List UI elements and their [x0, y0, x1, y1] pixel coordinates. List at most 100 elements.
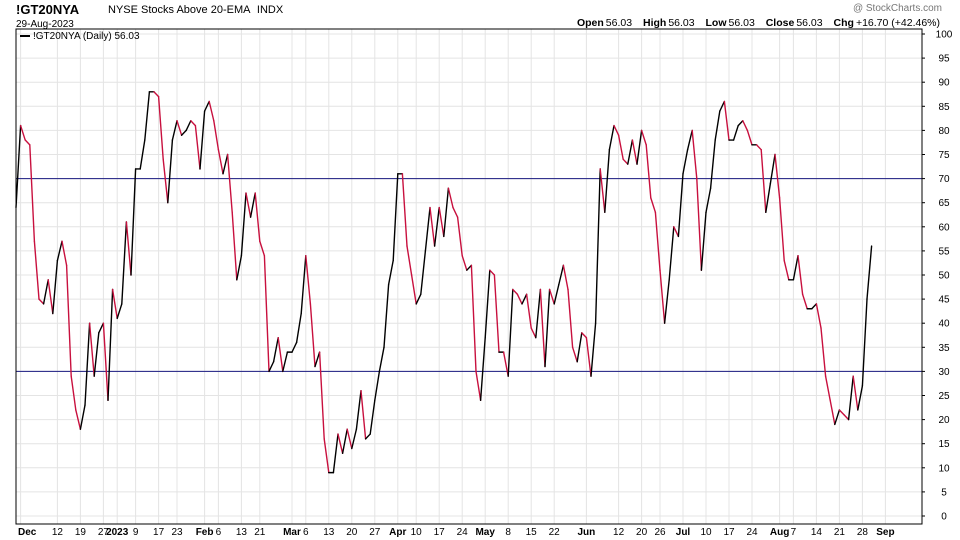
series-segment: [203, 100, 210, 112]
series-segment: [29, 144, 36, 242]
series-segment: [107, 288, 114, 402]
series-segment: [291, 341, 298, 353]
series-segment: [84, 322, 91, 406]
series-segment: [700, 211, 707, 271]
series-segment: [668, 226, 675, 281]
series-segment: [539, 288, 546, 368]
series-segment: [576, 332, 583, 363]
series-segment: [300, 255, 307, 315]
x-tick-label: 12: [613, 527, 625, 538]
open-value: 56.03: [605, 17, 633, 29]
y-tick-label: 85: [938, 102, 950, 113]
series-segment: [719, 100, 726, 112]
y-axis: 0 5 10 15 20 25 30 35 40 45 50 55 60 65 70 75 80 85 90 95 10…: [922, 30, 953, 523]
series-segment: [447, 187, 454, 209]
series-segment: [640, 129, 647, 146]
y-tick-label: 40: [938, 319, 950, 330]
y-tick-label: 10: [938, 463, 950, 474]
series-segment: [305, 255, 312, 305]
x-tick-label: 17: [434, 527, 446, 538]
series-segment: [75, 409, 82, 430]
x-tick-label: 6: [303, 527, 309, 538]
series-segment: [797, 255, 804, 295]
series-segment: [604, 148, 611, 214]
series-segment: [677, 173, 684, 238]
series-segment: [139, 139, 146, 170]
series-segment: [360, 389, 367, 440]
series-segment: [663, 279, 670, 324]
x-tick-label: 13: [323, 527, 335, 538]
series-segment: [249, 192, 256, 218]
series-segment: [222, 153, 229, 175]
series-segment: [774, 153, 781, 199]
symbol-title[interactable]: !GT20NYA: [16, 2, 80, 17]
x-tick-label: Sep: [876, 527, 894, 538]
high-label: High: [642, 17, 667, 29]
ohlc-readout: Open 56.03 High 56.03 Low 56.03 Close 56.03 …: [569, 17, 940, 29]
series-segment: [121, 221, 128, 305]
series-segment: [79, 404, 86, 430]
chart-header: !GT20NYA NYSE Stocks Above 20-EMA INDX 2…: [16, 2, 944, 34]
x-tick-label: 2023: [106, 527, 129, 538]
series-segment: [590, 322, 597, 377]
series-segment: [98, 322, 105, 334]
series-segment: [778, 197, 785, 262]
exchange-text: INDX: [256, 4, 284, 16]
x-tick-label: 12: [52, 527, 64, 538]
series-segment: [760, 148, 767, 214]
series-segment: [346, 428, 353, 450]
series-segment: [337, 433, 344, 455]
series-segment: [401, 173, 408, 247]
high-value: 56.03: [668, 17, 695, 29]
series-segment: [834, 409, 841, 426]
series-segment: [553, 283, 560, 305]
y-tick-label: 65: [938, 198, 950, 209]
series-segment: [599, 168, 606, 214]
series-segment: [245, 192, 252, 218]
series-segment: [512, 288, 519, 295]
series-segment: [374, 370, 381, 402]
x-tick-label: 20: [346, 527, 358, 538]
series-segment: [548, 288, 555, 305]
series-segment: [461, 255, 468, 271]
series-segment: [314, 351, 321, 368]
grid-lines: [16, 29, 922, 524]
x-tick-label: 15: [526, 527, 538, 538]
chart-date: 29-Aug-2023: [16, 19, 74, 30]
series-segment: [56, 240, 63, 262]
series-segment: [176, 120, 183, 136]
legend: !GT20NYA (Daily) 56.03: [20, 31, 140, 42]
series-segment: [530, 327, 537, 339]
series-segment: [843, 414, 850, 421]
series-segment: [190, 120, 197, 127]
series-segment: [645, 144, 652, 199]
y-tick-label: 50: [938, 271, 950, 282]
x-tick-label: 17: [723, 527, 735, 538]
series-segment: [535, 288, 542, 339]
close-label: Close: [765, 17, 795, 29]
series-segment: [696, 177, 703, 271]
series-segment: [521, 293, 528, 305]
series-segment: [213, 120, 220, 151]
series-segment: [332, 433, 339, 474]
series-segment: [769, 153, 776, 185]
series-segment: [815, 303, 822, 329]
series-segment: [42, 279, 49, 305]
series-segment: [617, 134, 624, 161]
chg-value: +16.70 (+42.46%): [855, 17, 940, 29]
description-text: NYSE Stocks Above 20-EMA: [108, 4, 250, 16]
series-segment: [406, 245, 413, 276]
series-segment: [38, 298, 45, 305]
series-segment: [420, 250, 427, 295]
x-tick-label: 8: [505, 527, 511, 538]
series-segment: [180, 129, 187, 136]
series-segment: [829, 399, 836, 426]
stockcharts-watermark[interactable]: @ StockCharts.com: [852, 3, 942, 14]
series-segment: [489, 269, 496, 276]
series-segment: [594, 168, 601, 324]
x-tick-label: 27: [369, 527, 381, 538]
low-label: Low: [705, 17, 727, 29]
series-segment: [627, 139, 634, 165]
y-tick-label: 100: [936, 30, 953, 41]
